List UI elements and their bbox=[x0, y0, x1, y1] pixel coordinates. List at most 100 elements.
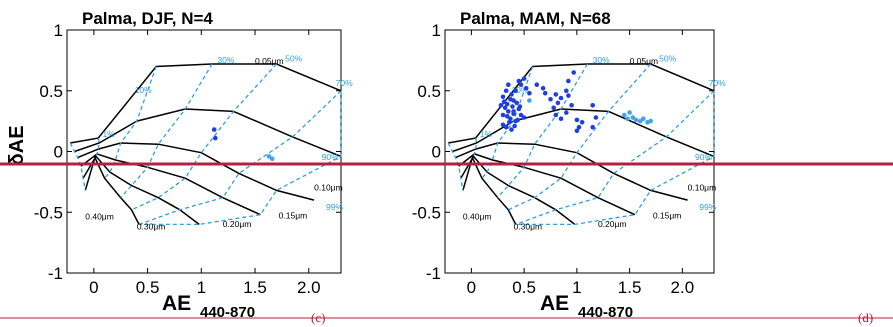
data-point bbox=[558, 116, 564, 121]
data-point bbox=[500, 122, 506, 128]
data-point bbox=[523, 86, 529, 91]
panel-title: Palma, MAM, N=68 bbox=[460, 9, 611, 28]
data-point bbox=[508, 97, 513, 102]
fine-fraction-label: 1% bbox=[102, 129, 115, 139]
fine-fraction-label: 99% bbox=[326, 202, 343, 212]
data-point bbox=[558, 95, 564, 101]
radius-label: 0.30μm bbox=[137, 221, 166, 231]
data-point bbox=[574, 117, 580, 123]
panel-palma-djf: 1% 10% 30% 50% 70% 90% 99% 0.05μm 0.10μm 0.15μm 0.… bbox=[6, 9, 353, 321]
fine-fraction-curve-3 bbox=[120, 63, 213, 199]
radius-label: 0.15μm bbox=[653, 210, 682, 220]
y-axis-label: δAE bbox=[6, 125, 28, 165]
x-tick-label: 0 bbox=[467, 278, 476, 297]
radius-label: 0.10μm bbox=[314, 182, 343, 192]
data-point bbox=[511, 109, 516, 114]
fine-fraction-curve-5 bbox=[138, 90, 342, 226]
fine-fraction-label: 10% bbox=[135, 85, 152, 95]
data-point bbox=[515, 117, 521, 123]
data-point bbox=[512, 123, 517, 129]
radius-label: 0.15μm bbox=[279, 210, 308, 220]
fine-fraction-curve-4 bbox=[508, 63, 652, 211]
x-tick-label: 0.5 bbox=[512, 278, 536, 297]
data-point bbox=[593, 115, 599, 120]
y-tick-label: 0 bbox=[54, 143, 63, 162]
y-tick-label: -0.5 bbox=[412, 203, 441, 222]
data-point bbox=[540, 86, 546, 91]
fine-fraction-curve-5 bbox=[515, 90, 715, 226]
data-point bbox=[564, 110, 569, 115]
plot-frame bbox=[444, 29, 715, 274]
fine-fraction-curve-0 bbox=[447, 142, 464, 191]
fine-fraction-label: 70% bbox=[709, 78, 726, 88]
fine-fraction-label: 30% bbox=[593, 55, 610, 65]
data-point bbox=[514, 100, 519, 106]
data-point bbox=[504, 114, 510, 119]
data-point bbox=[555, 100, 561, 106]
x-tick-label: 1 bbox=[572, 278, 581, 297]
x-tick-label: 1.5 bbox=[243, 278, 267, 297]
radius-curve-2 bbox=[77, 142, 315, 201]
fine-fraction-label: 99% bbox=[699, 202, 716, 212]
radius-curve-2 bbox=[455, 142, 688, 201]
y-tick-label: -1 bbox=[426, 264, 441, 283]
data-point bbox=[627, 110, 632, 115]
data-point bbox=[518, 82, 524, 87]
radius-label: 0.30μm bbox=[514, 221, 543, 231]
x-tick-label: 1 bbox=[197, 278, 206, 297]
x-tick-label: 0.5 bbox=[136, 278, 160, 297]
data-point bbox=[211, 127, 217, 132]
panel-label-d: (d) bbox=[858, 310, 873, 325]
data-point bbox=[553, 92, 559, 97]
data-point bbox=[527, 90, 532, 96]
data-point bbox=[641, 116, 646, 121]
data-point bbox=[521, 115, 527, 120]
data-point bbox=[564, 88, 569, 94]
data-point bbox=[518, 112, 524, 118]
data-point bbox=[521, 76, 527, 81]
data-point bbox=[566, 78, 571, 84]
data-point bbox=[633, 117, 639, 123]
data-point bbox=[516, 78, 522, 84]
data-point bbox=[622, 112, 627, 118]
data-point bbox=[527, 98, 532, 103]
data-point bbox=[625, 116, 630, 121]
data-point bbox=[507, 120, 512, 125]
fine-fraction-label: 1% bbox=[480, 129, 493, 139]
data-point bbox=[579, 120, 585, 125]
data-point bbox=[213, 135, 218, 141]
radius-label: 0.40μm bbox=[85, 212, 114, 222]
data-point bbox=[590, 103, 595, 108]
panel-label-c: (c) bbox=[311, 310, 325, 325]
y-tick-label: 0 bbox=[432, 143, 441, 162]
data-point bbox=[506, 82, 511, 87]
fine-fraction-curve-3 bbox=[497, 63, 588, 199]
radius-label: 0.10μm bbox=[688, 182, 717, 192]
data-point bbox=[534, 82, 540, 87]
fine-fraction-label: 50% bbox=[659, 54, 676, 64]
y-tick-label: 1 bbox=[432, 21, 441, 40]
fine-fraction-curve-6 bbox=[139, 90, 342, 226]
data-point bbox=[504, 101, 510, 107]
fine-fraction-label: 10% bbox=[511, 85, 528, 95]
fine-fraction-label: 30% bbox=[217, 55, 234, 65]
data-point bbox=[500, 94, 506, 100]
data-point bbox=[509, 127, 514, 132]
panel-palma-mam: 1% 10% 30% 50% 70% 90% 99% 0.05μm 0.10μm 0.15μm 0.… bbox=[412, 9, 726, 321]
panel-title: Palma, DJF, N=4 bbox=[82, 9, 213, 28]
fine-fraction-curve-2 bbox=[104, 66, 157, 179]
y-tick-label: 1 bbox=[54, 21, 63, 40]
x-axis-label-subscript: 440-870 bbox=[578, 304, 633, 321]
fine-fraction-curve-0 bbox=[69, 142, 86, 191]
data-point bbox=[569, 103, 574, 108]
y-tick-label: 0.5 bbox=[417, 82, 441, 101]
data-point bbox=[630, 115, 636, 120]
data-point bbox=[551, 105, 556, 111]
data-point bbox=[501, 99, 507, 104]
data-point bbox=[508, 116, 513, 121]
radius-label: 0.40μm bbox=[463, 212, 492, 222]
y-tick-label: -1 bbox=[48, 264, 63, 283]
x-axis-label-subscript: 440-870 bbox=[200, 304, 255, 321]
radius-curve-0 bbox=[448, 63, 715, 144]
data-point bbox=[574, 128, 580, 134]
